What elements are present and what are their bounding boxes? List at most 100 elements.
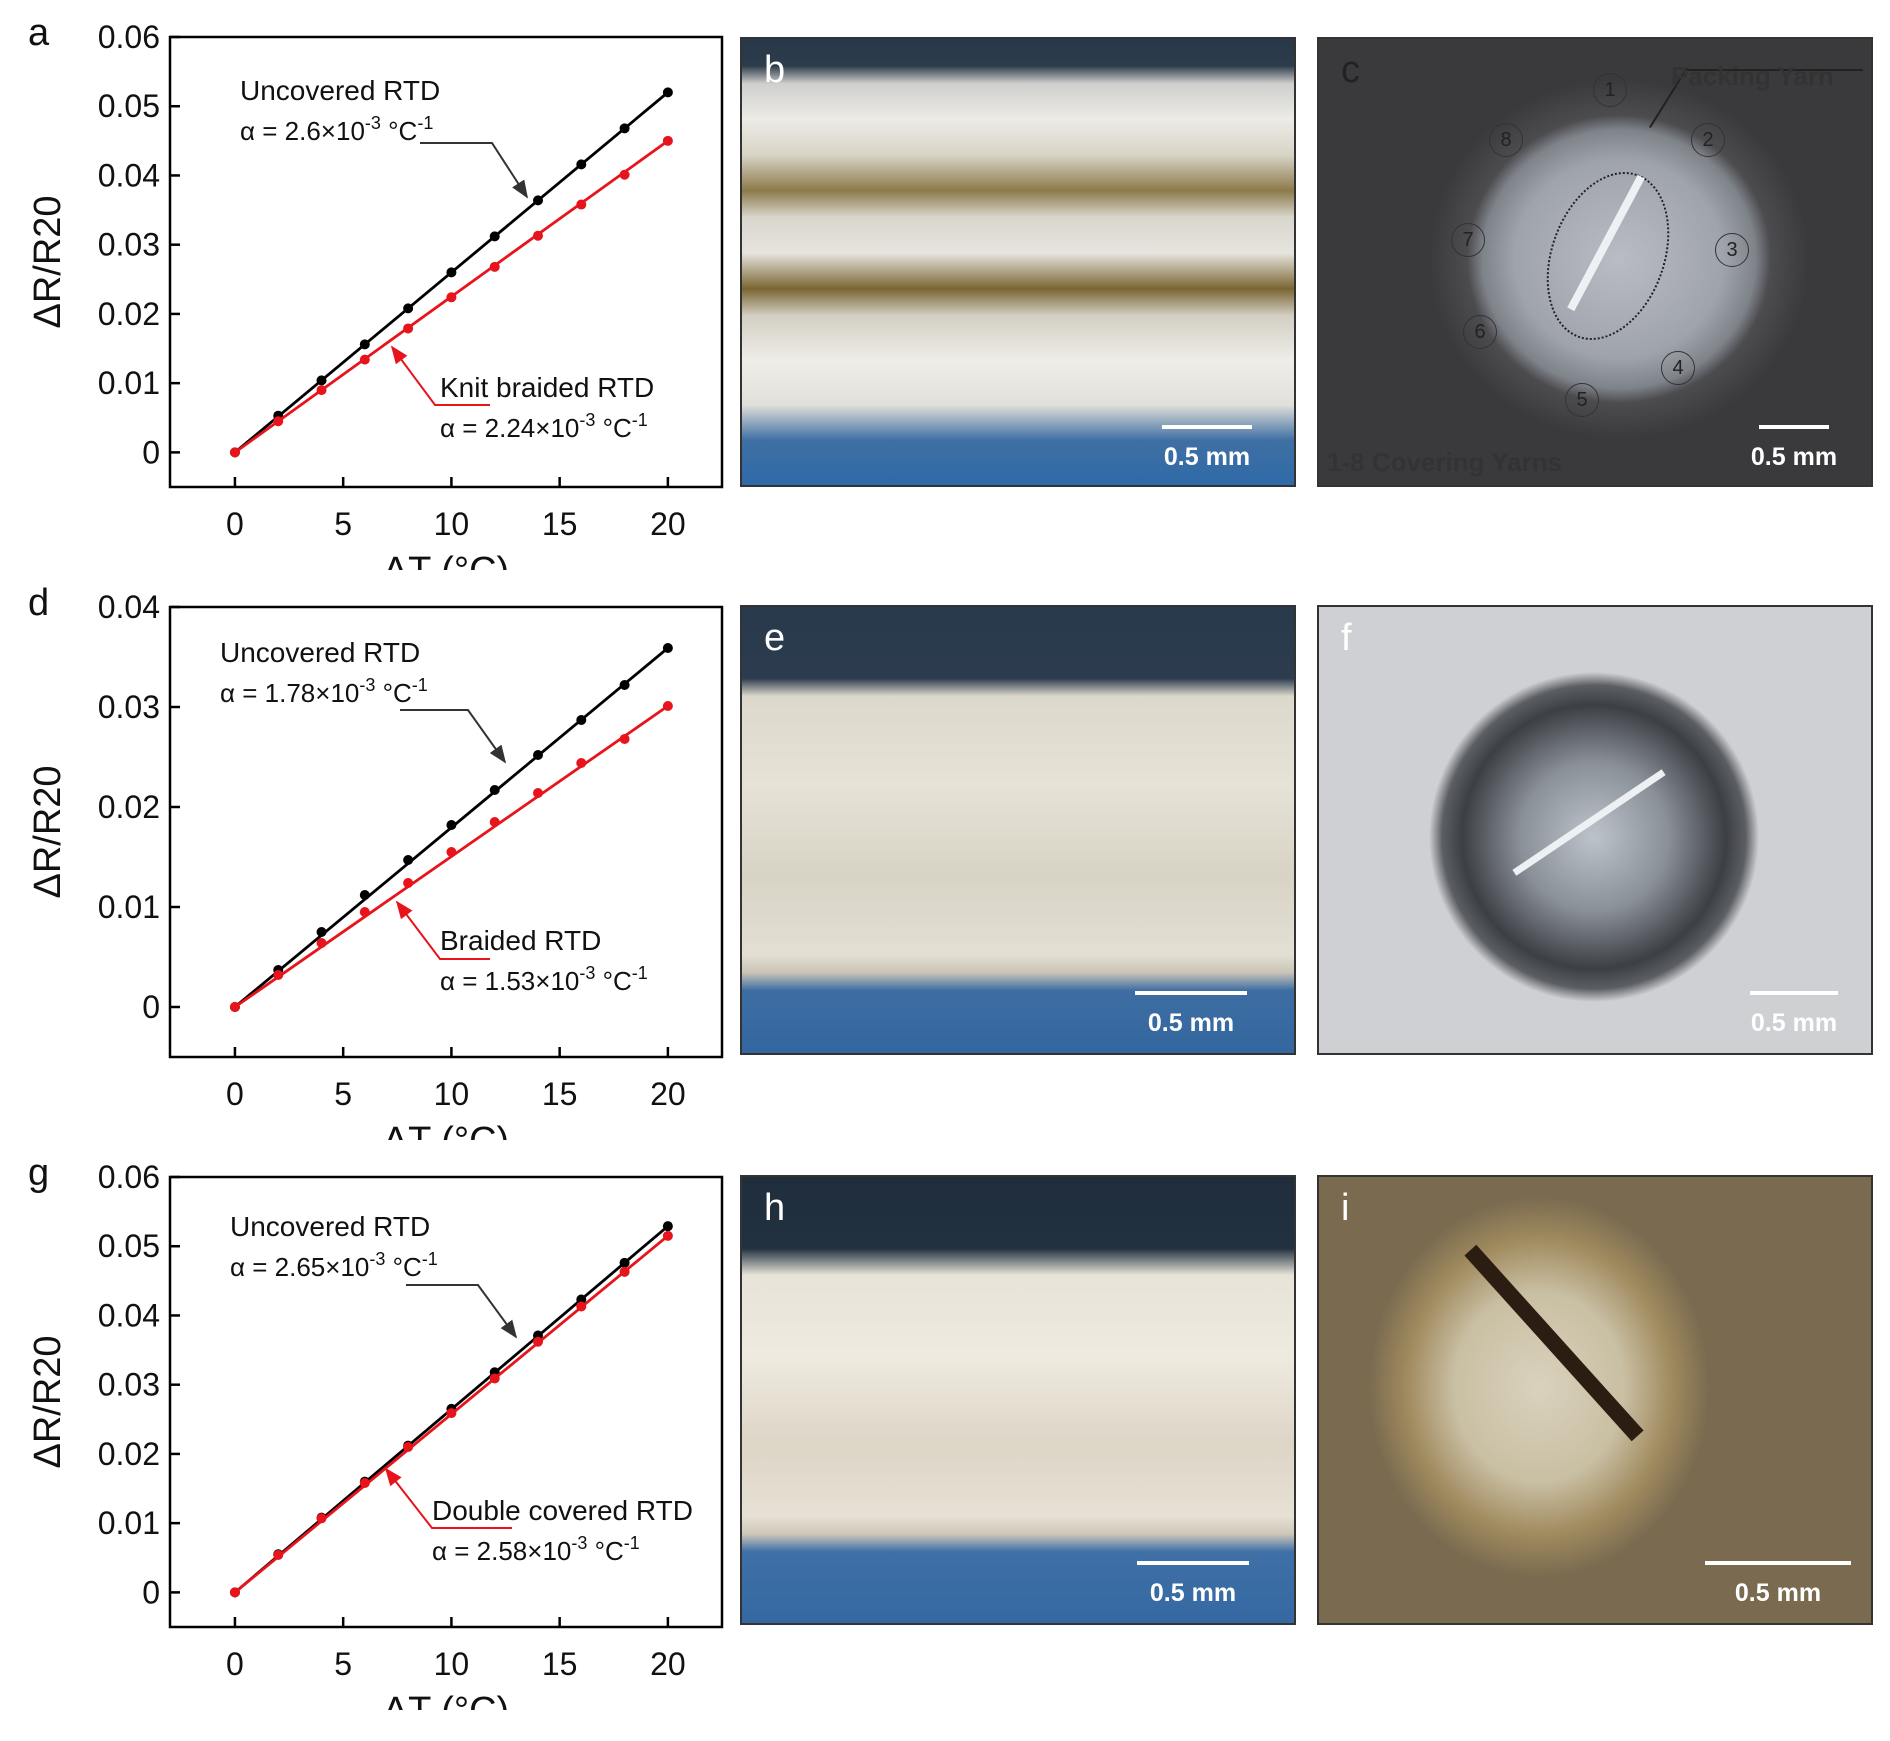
y-tick-label: 0.04: [98, 1297, 160, 1333]
data-point: [662, 135, 673, 146]
plot-frame: [168, 1175, 724, 1629]
panel-letter-f: f: [1341, 617, 1352, 659]
data-point: [662, 1230, 673, 1241]
annotation-arrow: [420, 142, 528, 199]
data-point: [533, 788, 543, 798]
panel-letter-b: b: [764, 49, 786, 91]
data-point: [446, 820, 457, 830]
data-point: [619, 1257, 630, 1268]
series-name-label: Braided RTD: [440, 925, 601, 956]
data-point: [533, 230, 543, 241]
yarn-number-3: 3: [1715, 233, 1749, 267]
data-point: [619, 123, 630, 134]
photo-double-covered-cross-section: i 0.5 mm: [1317, 1175, 1873, 1625]
data-point: [229, 1002, 240, 1012]
y-tick-label: 0.02: [98, 296, 160, 332]
panel-letter-i: i: [1341, 1187, 1350, 1229]
data-point: [576, 1294, 587, 1305]
scale-bar: 0.5 mm: [1739, 425, 1849, 472]
y-tick-label: 0: [142, 1574, 160, 1610]
yarn-number-1: 1: [1593, 73, 1627, 107]
panel-letter-c: c: [1341, 49, 1360, 91]
x-tick-label: 15: [542, 1076, 578, 1112]
series-alpha-label: α = 2.65×10-3 °C-1: [230, 1249, 438, 1282]
y-tick-label: 0.03: [98, 227, 160, 263]
yarn-number-5: 5: [1565, 383, 1599, 417]
series-alpha-label: α = 1.78×10-3 °C-1: [220, 675, 428, 708]
data-point: [403, 878, 414, 888]
y-tick-label: 0.05: [98, 1228, 160, 1264]
x-tick-label: 0: [226, 506, 244, 542]
data-point: [446, 1408, 457, 1419]
annotation-arrow: [384, 1467, 512, 1529]
covering-yarns-label: 1-8 Covering Yarns: [1327, 447, 1563, 477]
scale-bar-label: 0.5 mm: [1750, 443, 1838, 471]
scale-bar: 0.5 mm: [1128, 1561, 1258, 1608]
plot-frame: [168, 35, 724, 489]
x-axis-label: ΔT (°C): [383, 550, 509, 570]
data-point: [619, 734, 630, 744]
yarn-number-7: 7: [1451, 223, 1485, 257]
x-tick-label: 5: [334, 1646, 352, 1682]
y-tick-label: 0.01: [98, 1505, 160, 1541]
panel-letter-d: d: [28, 582, 50, 624]
x-tick-label: 0: [226, 1646, 244, 1682]
series-name-label: Uncovered RTD: [220, 637, 420, 668]
data-point: [576, 715, 587, 725]
panel-letter-h: h: [764, 1187, 786, 1229]
data-point: [403, 855, 414, 865]
x-tick-label: 20: [650, 1646, 686, 1682]
data-point: [533, 195, 543, 206]
photo-braided-side: e 0.5 mm: [740, 605, 1296, 1055]
data-point: [273, 970, 284, 980]
y-tick-label: 0.04: [98, 157, 160, 193]
plot-frame: [168, 605, 724, 1059]
data-point: [446, 267, 457, 278]
photo-knit-braided-side: b 0.5 mm: [740, 37, 1296, 487]
packing-yarn-underline: [1685, 69, 1863, 71]
series-alpha-label: α = 2.24×10-3 °C-1: [440, 410, 648, 443]
y-tick-label: 0.02: [98, 1436, 160, 1472]
x-tick-label: 20: [650, 506, 686, 542]
yarn-number-2: 2: [1691, 123, 1725, 157]
scale-bar-label: 0.5 mm: [1147, 1009, 1235, 1037]
y-tick-label: 0: [142, 989, 160, 1025]
scale-bar: 0.5 mm: [1126, 991, 1256, 1038]
data-point: [576, 199, 587, 210]
data-point: [489, 231, 500, 242]
annotation-arrow: [400, 709, 507, 764]
scale-bar-line: [1137, 1561, 1249, 1565]
data-point: [316, 927, 327, 937]
data-point: [316, 938, 327, 948]
y-axis-label: ΔR/R20: [27, 1335, 69, 1468]
scale-bar-label: 0.5 mm: [1149, 1579, 1237, 1607]
yarn-number-8: 8: [1489, 123, 1523, 157]
panel-letter-g: g: [28, 1152, 50, 1194]
packing-yarn-outline: [1524, 154, 1692, 358]
data-point: [662, 1221, 673, 1232]
scale-bar-label: 0.5 mm: [1734, 1579, 1822, 1607]
scale-bar-line: [1162, 425, 1252, 429]
yarn-number-6: 6: [1463, 315, 1497, 349]
photo-knit-braided-cross-section: c Packing Yarn 1-8 Covering Yarns 1 2 3 …: [1317, 37, 1873, 487]
yarn-number-4: 4: [1661, 351, 1695, 385]
data-point: [403, 1442, 414, 1452]
chart-a: 0 0.01 0.02 0.03 0.04 0.05 0.06 0 5 10 15 20 ΔT (°C)…: [27, 19, 724, 570]
x-tick-label: 10: [434, 506, 470, 542]
x-tick-label: 5: [334, 506, 352, 542]
data-point: [533, 750, 543, 760]
y-tick-label: 0.01: [98, 365, 160, 401]
chart-d: 0 0.01 0.02 0.03 0.04 0 5 10 15 20 ΔT (°C) ΔR/R20 Un…: [27, 589, 724, 1140]
series-name-label: Uncovered RTD: [240, 75, 440, 106]
data-point: [619, 169, 630, 180]
data-point: [619, 680, 630, 690]
x-tick-label: 15: [542, 1646, 578, 1682]
sensor-wire: [1464, 1244, 1644, 1442]
y-axis-label: ΔR/R20: [27, 765, 69, 898]
x-tick-label: 15: [542, 506, 578, 542]
series-alpha-label: α = 2.6×10-3 °C-1: [240, 113, 433, 146]
scale-bar-label: 0.5 mm: [1750, 1009, 1838, 1037]
packing-yarn-label: Packing Yarn: [1671, 61, 1834, 91]
scale-bar-line: [1705, 1561, 1851, 1565]
x-axis-label: ΔT (°C): [383, 1120, 509, 1140]
